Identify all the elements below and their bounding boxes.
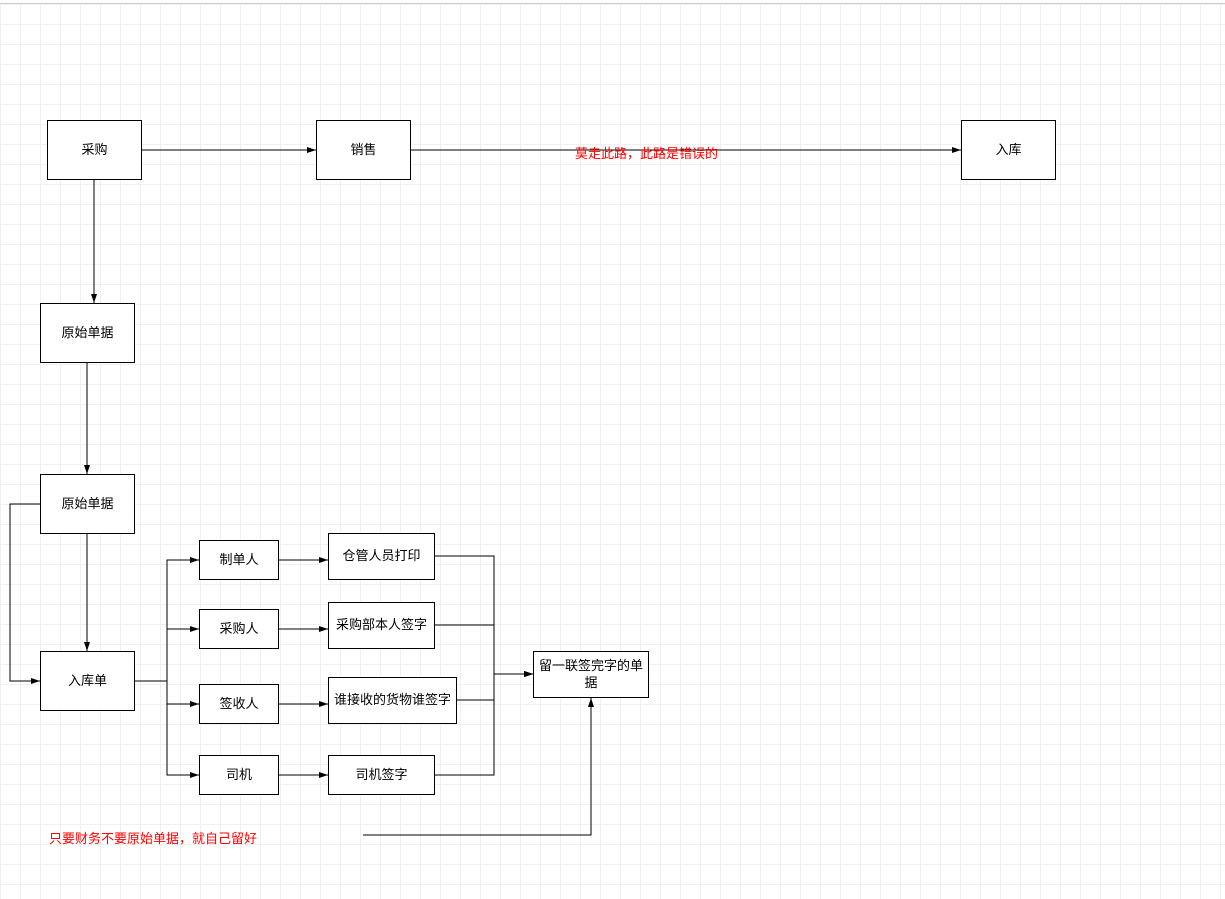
edge-6 (135, 560, 199, 681)
flowchart-node-n4: 原始单据 (40, 303, 135, 363)
edge-5 (10, 504, 40, 681)
flowchart-node-n1: 采购 (47, 120, 142, 180)
node-label: 签收人 (219, 696, 258, 713)
node-label: 原始单据 (61, 496, 113, 513)
node-label: 制单人 (219, 552, 258, 569)
flowchart-node-n14: 司机签字 (328, 755, 435, 795)
node-label: 留一联签完字的单据 (538, 658, 644, 692)
flowchart-node-n10: 司机 (199, 755, 279, 795)
node-label: 采购部本人签字 (336, 617, 427, 634)
edge-14 (435, 556, 533, 674)
annotation-a2: 只要财务不要原始单据，就自己留好 (49, 828, 257, 847)
edge-15 (435, 625, 533, 674)
edge-8 (135, 681, 199, 704)
node-label: 谁接收的货物谁签字 (334, 692, 451, 709)
annotation-a1: 莫走此路，此路是错误的 (575, 143, 718, 162)
node-label: 销售 (350, 142, 376, 159)
flowchart-node-n5: 原始单据 (40, 474, 135, 534)
edge-7 (135, 629, 199, 681)
flowchart-node-n7: 制单人 (199, 540, 279, 580)
node-label: 司机 (226, 767, 252, 784)
flowchart-node-n3: 入库 (961, 120, 1056, 180)
flowchart-canvas: 采购销售入库原始单据原始单据入库单制单人采购人签收人司机仓管人员打印采购部本人签… (0, 0, 1225, 899)
flowchart-node-n11: 仓管人员打印 (328, 533, 435, 580)
edge-9 (135, 681, 199, 775)
node-label: 采购 (81, 142, 107, 159)
flowchart-node-n6: 入库单 (40, 651, 135, 711)
node-label: 入库单 (68, 673, 107, 690)
flowchart-node-n12: 采购部本人签字 (328, 602, 435, 649)
flowchart-node-n8: 采购人 (199, 609, 279, 649)
flowchart-node-n2: 销售 (316, 120, 411, 180)
node-label: 司机签字 (355, 767, 407, 784)
flowchart-node-n13: 谁接收的货物谁签字 (328, 677, 457, 724)
flowchart-node-n15: 留一联签完字的单据 (533, 651, 649, 698)
node-label: 仓管人员打印 (342, 548, 420, 565)
node-label: 原始单据 (61, 325, 113, 342)
flowchart-node-n9: 签收人 (199, 684, 279, 724)
edge-16 (457, 674, 533, 700)
node-label: 采购人 (219, 621, 258, 638)
node-label: 入库 (995, 142, 1021, 159)
